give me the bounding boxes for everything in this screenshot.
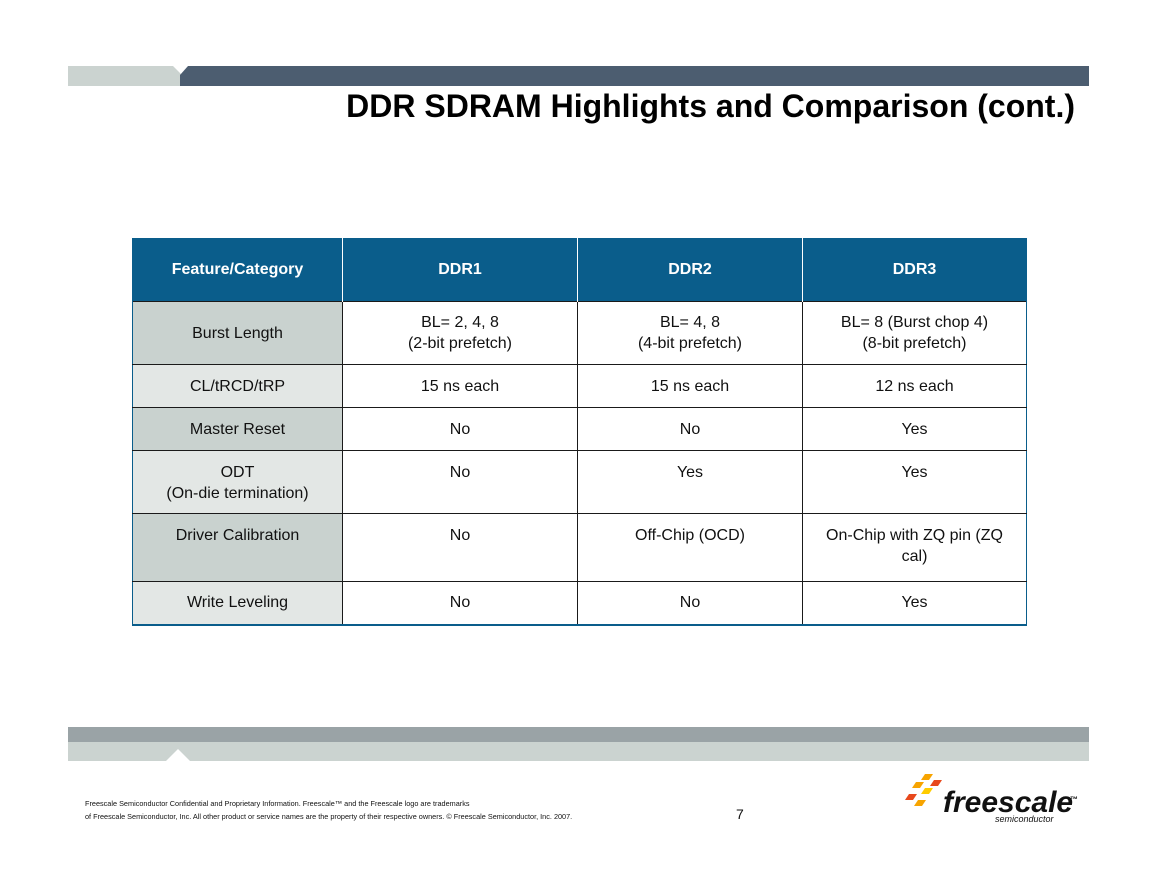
feature-cell: Burst Length	[132, 301, 343, 365]
ddr3-cell: On-Chip with ZQ pin (ZQ cal)	[802, 513, 1027, 582]
feature-cell: Driver Calibration	[132, 513, 343, 582]
feature-cell: Master Reset	[132, 407, 343, 451]
cell-line: cal)	[901, 548, 928, 565]
ddr3-cell: Yes	[802, 450, 1027, 514]
ddr2-cell: BL= 4, 8 (4-bit prefetch)	[577, 301, 803, 365]
header-ddr3: DDR3	[802, 238, 1027, 302]
ddr1-cell: No	[342, 407, 578, 451]
feature-cell: CL/tRCD/tRP	[132, 364, 343, 408]
table-row: Driver Calibration No Off-Chip (OCD) On-…	[132, 513, 1027, 582]
ddr1-cell: No	[342, 581, 578, 625]
table-row: Burst Length BL= 2, 4, 8 (2-bit prefetch)…	[132, 301, 1027, 365]
ddr2-cell: No	[577, 581, 803, 625]
cell-line: BL= 8 (Burst chop 4)	[840, 314, 989, 331]
table-header-row: Feature/Category DDR1 DDR2 DDR3	[132, 238, 1027, 302]
slide-title: DDR SDRAM Highlights and Comparison (con…	[346, 88, 1075, 124]
feature-cell: ODT (On-die termination)	[132, 450, 343, 514]
cell-line: On-Chip with ZQ pin (ZQ	[826, 527, 1003, 544]
freescale-logo-mark	[905, 774, 942, 806]
feature-label: Driver Calibration	[175, 527, 300, 544]
ddr2-cell: Off-Chip (OCD)	[577, 513, 803, 582]
ddr2-cell: No	[577, 407, 803, 451]
feature-label: Burst Length	[192, 324, 283, 342]
table-row: Master Reset No No Yes	[132, 407, 1027, 451]
logo-tm: ™	[1070, 795, 1078, 804]
top-header-bar	[68, 66, 1089, 86]
ddr1-cell: No	[342, 450, 578, 514]
logo-wordmark: freescale	[943, 786, 1073, 819]
ddr2-cell: 15 ns each	[577, 364, 803, 408]
table-row: ODT (On-die termination) No Yes Yes	[132, 450, 1027, 514]
ddr3-cell: 12 ns each	[802, 364, 1027, 408]
legal-line-1: Freescale Semiconductor Confidential and…	[85, 799, 470, 808]
legal-line-2: of Freescale Semiconductor, Inc. All oth…	[85, 812, 573, 821]
page-number: 7	[736, 806, 744, 822]
feature-sublabel: (On-die termination)	[166, 485, 309, 502]
cell-line: (8-bit prefetch)	[862, 335, 967, 352]
ddr3-cell: BL= 8 (Burst chop 4) (8-bit prefetch)	[802, 301, 1027, 365]
ddr3-cell: Yes	[802, 407, 1027, 451]
feature-label: Write Leveling	[186, 594, 289, 612]
feature-label: ODT	[220, 464, 255, 481]
cell-line: (4-bit prefetch)	[637, 335, 743, 352]
cell-line: BL= 4, 8	[659, 314, 721, 331]
logo-tagline: semiconductor	[995, 814, 1055, 824]
freescale-logo: freescale ™ semiconductor	[905, 774, 1078, 824]
table-row: Write Leveling No No Yes	[132, 581, 1027, 625]
header-feature: Feature/Category	[132, 238, 343, 302]
table-row: CL/tRCD/tRP 15 ns each 15 ns each 12 ns …	[132, 364, 1027, 408]
ddr1-cell: BL= 2, 4, 8 (2-bit prefetch)	[342, 301, 578, 365]
feature-label: CL/tRCD/tRP	[189, 377, 286, 395]
ddr1-cell: 15 ns each	[342, 364, 578, 408]
feature-cell: Write Leveling	[132, 581, 343, 625]
header-ddr1: DDR1	[342, 238, 578, 302]
cell-line: BL= 2, 4, 8	[421, 314, 499, 331]
ddr2-cell: Yes	[577, 450, 803, 514]
comparison-table: Feature/Category DDR1 DDR2 DDR3 Burst Le…	[132, 238, 1027, 626]
ddr3-cell: Yes	[802, 581, 1027, 625]
bottom-footer-bar	[68, 727, 1089, 763]
legal-notice: Freescale Semiconductor Confidential and…	[85, 797, 725, 823]
ddr1-cell: No	[342, 513, 578, 582]
feature-label: Master Reset	[189, 420, 286, 438]
cell-line: (2-bit prefetch)	[407, 335, 513, 352]
header-ddr2: DDR2	[577, 238, 803, 302]
